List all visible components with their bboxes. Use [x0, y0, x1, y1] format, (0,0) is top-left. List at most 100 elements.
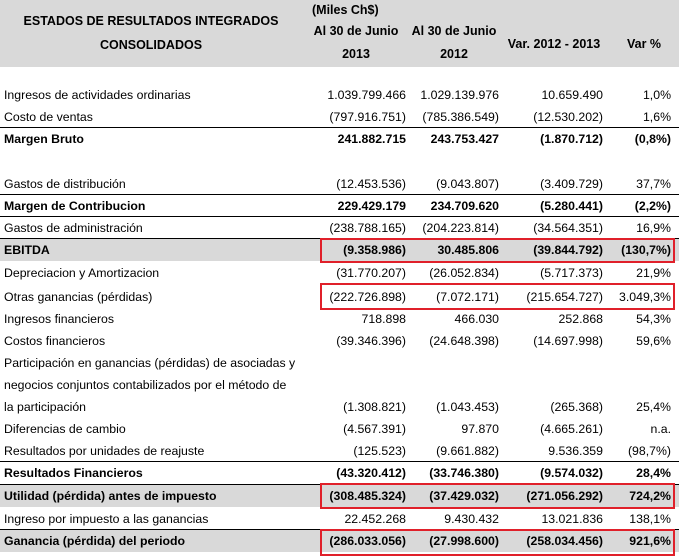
value-percent: 3.049,3% — [619, 290, 671, 304]
value-variation: (14.697.998) — [533, 334, 603, 348]
value-2012: (24.648.398) — [429, 334, 499, 348]
value-2013: 229.429.179 — [337, 199, 406, 213]
value-2012: (9.043.807) — [436, 177, 499, 191]
value-variation: 13.021.836 — [541, 512, 603, 526]
row-label: Margen Bruto — [4, 132, 84, 146]
value-2012: (7.072.171) — [436, 290, 499, 304]
report-title-line1: ESTADOS DE RESULTADOS INTEGRADOS — [23, 14, 279, 28]
value-2013: (286.033.056) — [329, 534, 406, 548]
value-variation: (1.870.712) — [540, 132, 603, 146]
table-row: Gastos de distribución (12.453.536) (9.0… — [0, 173, 679, 195]
row-label: Resultados por unidades de reajuste — [4, 444, 205, 458]
value-2012: (785.386.549) — [422, 110, 499, 124]
value-2013: (9.358.986) — [343, 243, 406, 257]
table-row: Ingreso por impuesto a las ganancias 22.… — [0, 508, 679, 530]
table-row: Margen Bruto 241.882.715 243.753.427 (1.… — [0, 128, 679, 150]
value-2012: (27.998.600) — [429, 534, 499, 548]
value-percent: (0,8%) — [634, 132, 671, 146]
col-2012-header-line1: Al 30 de Junio — [411, 24, 497, 38]
value-variation: (3.409.729) — [540, 177, 603, 191]
value-2012: (37.429.032) — [429, 489, 499, 503]
table-row: Ganancia (pérdida) del periodo (286.033.… — [0, 530, 679, 552]
table-row: EBITDA (9.358.986) 30.485.806 (39.844.79… — [0, 239, 679, 261]
value-percent: 59,6% — [636, 334, 671, 348]
value-percent: n.a. — [650, 422, 671, 436]
value-variation: 10.659.490 — [541, 88, 603, 102]
row-divider — [0, 194, 679, 195]
row-label: Utilidad (pérdida) antes de impuesto — [4, 489, 217, 503]
value-percent: 921,6% — [629, 534, 671, 548]
table-row: Costos financieros (39.346.396) (24.648.… — [0, 330, 679, 352]
value-variation: (9.574.032) — [540, 466, 603, 480]
table-row: Costo de ventas (797.916.751) (785.386.5… — [0, 106, 679, 128]
value-2013: 1.039.799.466 — [327, 88, 406, 102]
col-2012-header-line2: 2012 — [440, 47, 468, 61]
value-2012: 30.485.806 — [437, 243, 499, 257]
value-2013: (43.320.412) — [336, 466, 406, 480]
row-label: Ingreso por impuesto a las ganancias — [4, 512, 209, 526]
value-percent: 21,9% — [636, 266, 671, 280]
value-2012: (204.223.814) — [422, 221, 499, 235]
value-variation: (258.034.456) — [526, 534, 603, 548]
row-label: Diferencias de cambio — [4, 422, 126, 436]
value-2013: 718.898 — [361, 312, 406, 326]
col-pct-header: Var % — [626, 37, 662, 51]
row-label: Gastos de distribución — [4, 177, 126, 191]
value-2012: 234.709.620 — [430, 199, 499, 213]
value-2013: 241.882.715 — [337, 132, 406, 146]
report-title-line2: CONSOLIDADOS — [99, 38, 203, 52]
value-variation: (5.717.373) — [540, 266, 603, 280]
value-percent: 28,4% — [636, 466, 671, 480]
value-2012: 9.430.432 — [444, 512, 499, 526]
value-percent: 138,1% — [629, 512, 671, 526]
value-variation: (215.654.727) — [526, 290, 603, 304]
row-label: Ingresos de actividades ordinarias — [4, 88, 191, 102]
value-2013: (39.346.396) — [336, 334, 406, 348]
value-2012: 466.030 — [454, 312, 499, 326]
row-divider — [0, 461, 679, 462]
value-2013: (12.453.536) — [336, 177, 406, 191]
col-2013-header-line2: 2013 — [342, 47, 370, 61]
value-2012: 97.870 — [461, 422, 499, 436]
col-var-header: Var. 2012 - 2013 — [507, 37, 601, 51]
value-2013: (1.308.821) — [343, 400, 406, 414]
value-percent: 16,9% — [636, 221, 671, 235]
value-2012: (26.052.834) — [429, 266, 499, 280]
table-row: Utilidad (pérdida) antes de impuesto (30… — [0, 485, 679, 507]
table-row: Ingresos financieros 718.898 466.030 252… — [0, 308, 679, 330]
table-row: Resultados Financieros (43.320.412) (33.… — [0, 462, 679, 484]
value-variation: (271.056.292) — [526, 489, 603, 503]
row-label: Otras ganancias (pérdidas) — [4, 290, 153, 304]
value-percent: (130,7%) — [621, 243, 671, 257]
value-2012: (9.661.882) — [436, 444, 499, 458]
highlight-box-utilidad — [320, 483, 675, 509]
value-2012: 1.029.139.976 — [420, 88, 499, 102]
row-label: Costos financieros — [4, 334, 106, 348]
col-2013-header-line1: Al 30 de Junio — [313, 24, 399, 38]
table-row: Ingresos de actividades ordinarias 1.039… — [0, 84, 679, 106]
value-variation: (5.280.441) — [540, 199, 603, 213]
value-variation: (12.530.202) — [533, 110, 603, 124]
value-2013: 22.452.268 — [344, 512, 406, 526]
value-percent: 37,7% — [636, 177, 671, 191]
highlight-box-ebitda — [320, 238, 675, 263]
row-label-line2: negocios conjuntos contabilizados por el… — [4, 378, 287, 392]
value-2013: (238.788.165) — [329, 221, 406, 235]
value-percent: 724,2% — [629, 489, 671, 503]
value-variation: (4.665.261) — [540, 422, 603, 436]
row-label: Ingresos financieros — [4, 312, 115, 326]
highlight-box-ganancia — [320, 529, 675, 556]
units-label: (Miles Ch$) — [312, 3, 379, 17]
row-label: Costo de ventas — [4, 110, 93, 124]
row-divider — [0, 216, 679, 217]
value-percent: 54,3% — [636, 312, 671, 326]
value-percent: 1,0% — [642, 88, 671, 102]
value-2012: (1.043.453) — [436, 400, 499, 414]
table-row: la participación (1.308.821) (1.043.453)… — [0, 396, 679, 418]
row-label: EBITDA — [4, 243, 50, 257]
table-row: Diferencias de cambio (4.567.391) 97.870… — [0, 418, 679, 440]
table-row: Margen de Contribucion 229.429.179 234.7… — [0, 195, 679, 217]
table-row: Otras ganancias (pérdidas) (222.726.898)… — [0, 286, 679, 308]
value-2013: (31.770.207) — [336, 266, 406, 280]
value-2012: (33.746.380) — [429, 466, 499, 480]
